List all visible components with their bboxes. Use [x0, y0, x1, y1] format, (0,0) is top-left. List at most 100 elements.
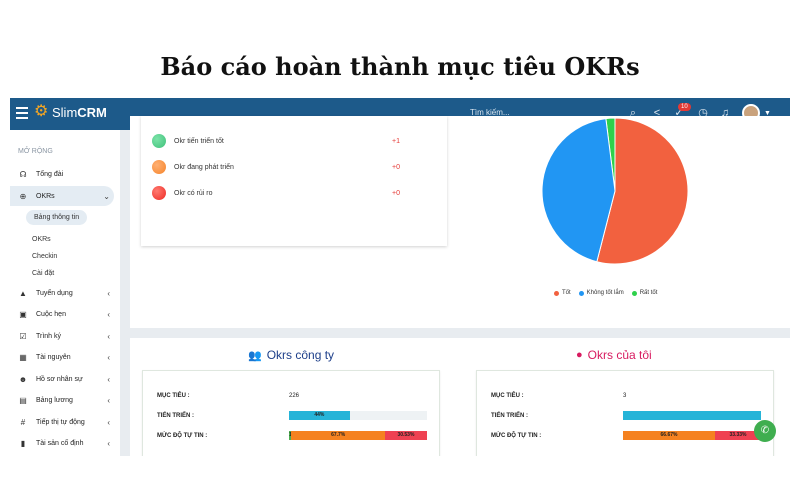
chevron-left-icon: ‹	[107, 417, 110, 427]
pie-slice-1[interactable]	[541, 118, 616, 263]
sidebar-item-ho-so-nhan-su[interactable]: ☻ Hồ sơ nhân sự ‹	[10, 369, 114, 389]
sidebar-sub-checkin[interactable]: Checkin	[32, 253, 58, 260]
progress-fill: 44%	[289, 411, 350, 420]
clock-icon[interactable]: ◷	[698, 107, 708, 119]
sidebar-item-tong-dai[interactable]: ☊ Tổng đài	[10, 164, 114, 184]
stat-label: Okr đang phát triển	[174, 163, 234, 171]
my-okrs-title-text: Okrs của tôi	[587, 348, 652, 362]
chevron-left-icon: ‹	[107, 309, 110, 319]
search-icon[interactable]: ⌕	[629, 107, 637, 119]
legend-label: Không tốt lắm	[586, 290, 624, 296]
sidebar-item-label: Hồ sơ nhân sự	[36, 375, 83, 383]
sidebar-sub-bang-thong-tin[interactable]: Bảng thông tin	[26, 210, 88, 225]
logo-text: SlimCRM	[52, 104, 107, 120]
target-value: 226	[289, 393, 300, 399]
table-icon: ▤	[19, 395, 27, 405]
confidence-segment: 33.33%	[715, 431, 761, 440]
stat-value: +1	[392, 137, 400, 145]
chevron-left-icon: ‹	[107, 352, 110, 362]
pie-legend-item[interactable]: Tốt	[554, 290, 571, 296]
confidence-segment: 1	[289, 431, 292, 440]
target-value: 3	[623, 393, 627, 399]
sidebar: MỞ RỘNG ☊ Tổng đài ⊕ OKRs ⌄ Bảng thông tin…	[10, 130, 120, 456]
chevron-left-icon: ‹	[107, 288, 110, 298]
my-okrs-title: ● Okrs của tôi	[576, 348, 652, 362]
stat-row-risk: Okr có rủi ro +0	[152, 186, 400, 200]
legend-label: Tốt	[562, 290, 571, 296]
company-confidence-bar: 1 67.7% 30.53%	[289, 431, 427, 440]
confidence-label: MỨC ĐỘ TỰ TIN :	[157, 433, 208, 439]
sidebar-sub-okrs[interactable]: OKRs	[32, 236, 51, 243]
sidebar-item-okrs[interactable]: ⊕ OKRs ⌄	[10, 186, 114, 206]
pie-legend-item[interactable]: Rất tốt	[631, 290, 658, 296]
page-headline: Báo cáo hoàn thành mục tiêu OKRs	[160, 52, 640, 81]
chevron-left-icon: ‹	[107, 438, 110, 448]
menu-toggle-icon[interactable]	[16, 107, 28, 121]
sidebar-item-label: OKRs	[36, 192, 55, 200]
chevron-left-icon: ‹	[107, 395, 110, 405]
sidebar-item-label: Cuộc hẹn	[36, 310, 66, 318]
sidebar-item-cuoc-hen[interactable]: ▣ Cuộc hẹn ‹	[10, 304, 114, 324]
chevron-down-icon: ⌄	[103, 191, 110, 201]
pie-slice-0[interactable]	[596, 117, 689, 265]
green-dot-icon	[152, 134, 166, 148]
users-icon: 👥	[248, 349, 262, 362]
pie-chart	[540, 116, 690, 271]
app-logo[interactable]: ⚙ SlimCRM	[34, 104, 107, 120]
okr-summary-card: 👥 Okrs công ty ● Okrs của tôi MỤC TIÊU :…	[130, 338, 790, 456]
calendar-icon: ▦	[19, 352, 27, 362]
search-input[interactable]: Tìm kiếm...	[470, 108, 510, 117]
red-dot-icon	[152, 186, 166, 200]
progress-label: TIẾN TRIỂN :	[491, 413, 528, 419]
stat-label: Okr có rủi ro	[174, 189, 213, 197]
stat-row-good: Okr tiến triển tốt +1	[152, 134, 400, 148]
calendar-check-icon: ▣	[19, 309, 27, 319]
my-confidence-bar: 66.67% 33.33%	[623, 431, 761, 440]
caret-down-icon[interactable]: ▼	[764, 110, 771, 117]
notification-badge: 10	[678, 103, 691, 111]
confidence-segment: 30.53%	[384, 431, 427, 440]
sidebar-item-label: Tài nguyên	[36, 353, 71, 361]
sidebar-item-label: Tổng đài	[36, 170, 64, 178]
progress-label: TIẾN TRIỂN :	[157, 413, 194, 419]
orange-dot-icon	[152, 160, 166, 174]
sidebar-section-title: MỞ RỘNG	[18, 148, 53, 155]
sidebar-item-tai-san-co-dinh[interactable]: ▮ Tài sản cố định ‹	[10, 433, 114, 453]
sidebar-item-bang-luong[interactable]: ▤ Bảng lương ‹	[10, 390, 114, 410]
sidebar-item-label: Tuyển dụng	[36, 289, 73, 297]
pie-legend: Tốt Không tốt lắm Rất tốt	[554, 290, 665, 296]
building-icon: ▮	[20, 438, 26, 448]
progress-fill	[623, 411, 761, 420]
sidebar-item-label: Trình ký	[36, 332, 62, 340]
hash-icon: #	[20, 417, 26, 427]
checkbox-icon: ☑	[19, 331, 27, 341]
graduation-cap-icon: ▲	[19, 288, 27, 298]
sidebar-item-trinh-ky[interactable]: ☑ Trình ký ‹	[10, 326, 114, 346]
check-icon[interactable]: ✓	[674, 107, 684, 119]
gear-logo-icon: ⚙	[34, 103, 49, 120]
bell-icon[interactable]: ♫	[720, 107, 730, 119]
share-icon[interactable]: <	[653, 107, 661, 119]
legend-swatch-icon	[631, 290, 637, 296]
users-icon: ☻	[18, 374, 28, 384]
stat-value: +0	[392, 163, 400, 171]
headset-icon: ☊	[19, 169, 27, 179]
legend-swatch-icon	[554, 290, 559, 296]
stat-value: +0	[392, 189, 400, 197]
sidebar-sub-cai-dat[interactable]: Cài đặt	[32, 270, 55, 277]
my-progress-bar	[623, 411, 761, 420]
target-icon: ⊕	[19, 191, 27, 201]
sidebar-item-tuyen-dung[interactable]: ▲ Tuyển dụng ‹	[10, 283, 114, 303]
legend-label: Rất tốt	[639, 290, 658, 296]
pie-legend-item[interactable]: Không tốt lắm	[578, 290, 624, 296]
chevron-left-icon: ‹	[107, 331, 110, 341]
target-label: MỤC TIÊU :	[491, 393, 524, 399]
crm-app-window: ⚙ SlimCRM Tìm kiếm... ⌕ < ✓ 10 ◷ ♫ ▼ MỞ …	[10, 98, 790, 456]
phone-call-button[interactable]: ✆	[754, 420, 776, 442]
confidence-segment: 66.67%	[623, 431, 715, 440]
company-okrs-panel: MỤC TIÊU : 226 TIẾN TRIỂN : 44% MỨC ĐỘ T…	[142, 370, 440, 456]
sidebar-item-tiep-thi-tu-dong[interactable]: # Tiếp thị tự động ‹	[10, 412, 114, 432]
company-progress-bar: 44%	[289, 411, 427, 420]
okr-status-list: Okr tiến triển tốt +1 Okr đang phát triể…	[141, 116, 447, 246]
sidebar-item-tai-nguyen[interactable]: ▦ Tài nguyên ‹	[10, 347, 114, 367]
